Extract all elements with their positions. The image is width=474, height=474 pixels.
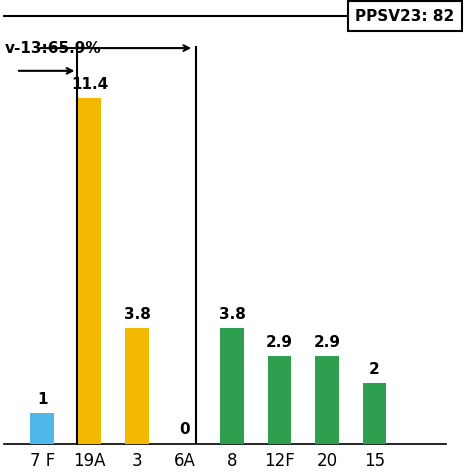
Bar — [363, 383, 386, 444]
Bar — [30, 413, 54, 444]
Text: 2.9: 2.9 — [266, 335, 293, 349]
Text: 3.8: 3.8 — [124, 307, 151, 322]
Text: v-13:65.9%: v-13:65.9% — [5, 41, 102, 55]
Bar — [315, 356, 339, 444]
Text: 0: 0 — [179, 422, 190, 438]
Bar — [220, 328, 244, 444]
Text: 1: 1 — [37, 392, 47, 407]
Text: 2: 2 — [369, 362, 380, 377]
Bar — [78, 98, 101, 444]
Text: 2.9: 2.9 — [313, 335, 340, 349]
Text: 3.8: 3.8 — [219, 307, 246, 322]
Text: PPSV23: 82: PPSV23: 82 — [356, 9, 455, 24]
Bar — [268, 356, 292, 444]
Text: 11.4: 11.4 — [71, 77, 108, 92]
Bar — [125, 328, 149, 444]
